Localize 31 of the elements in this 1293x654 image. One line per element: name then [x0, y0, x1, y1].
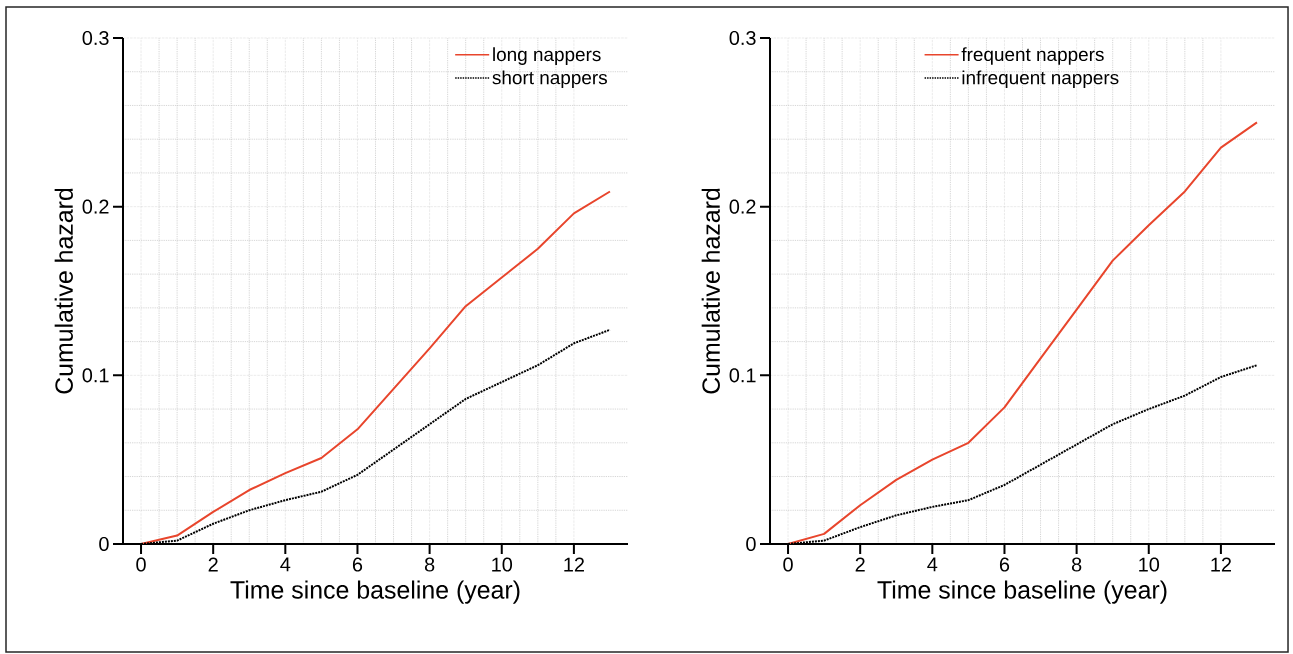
legend-label: frequent nappers: [961, 47, 1104, 65]
legend-label: infrequent nappers: [962, 70, 1119, 89]
x-tick-label: 6: [352, 557, 363, 572]
y-axis-title: Cumulative hazard: [54, 188, 73, 394]
legend-label: long nappers: [493, 47, 601, 65]
y-tick-label: 0.3: [82, 30, 109, 46]
x-tick-label: 4: [280, 557, 291, 572]
x-tick-label: 0: [136, 557, 146, 572]
x-tick-label: 10: [1139, 557, 1160, 572]
x-axis-title: Time since baseline (year): [877, 580, 1167, 604]
y-tick-label: 0.1: [729, 368, 756, 383]
x-tick-label: 6: [999, 557, 1010, 572]
legend-label: short nappers: [492, 70, 607, 89]
x-axis-title: Time since baseline (year): [230, 580, 520, 604]
y-tick-label: 0.3: [729, 30, 756, 46]
x-tick-label: 0: [783, 557, 793, 572]
x-tick-label: 10: [492, 557, 513, 572]
x-tick-label: 8: [1071, 557, 1082, 572]
y-tick-label: 0: [99, 536, 109, 552]
y-tick-label: 0: [746, 536, 756, 552]
y-axis-title: Cumulative hazard: [701, 188, 720, 394]
line-series: [787, 121, 1258, 544]
x-tick-label: 2: [855, 557, 865, 572]
x-tick-label: 2: [208, 557, 218, 572]
y-tick-label: 0.2: [82, 199, 109, 214]
x-tick-label: 8: [424, 557, 435, 572]
x-tick-label: 4: [927, 557, 938, 572]
x-tick-label: 12: [564, 557, 584, 572]
y-tick-label: 0.1: [82, 368, 109, 383]
y-tick-label: 0.2: [729, 199, 756, 214]
x-tick-label: 12: [1211, 557, 1231, 572]
